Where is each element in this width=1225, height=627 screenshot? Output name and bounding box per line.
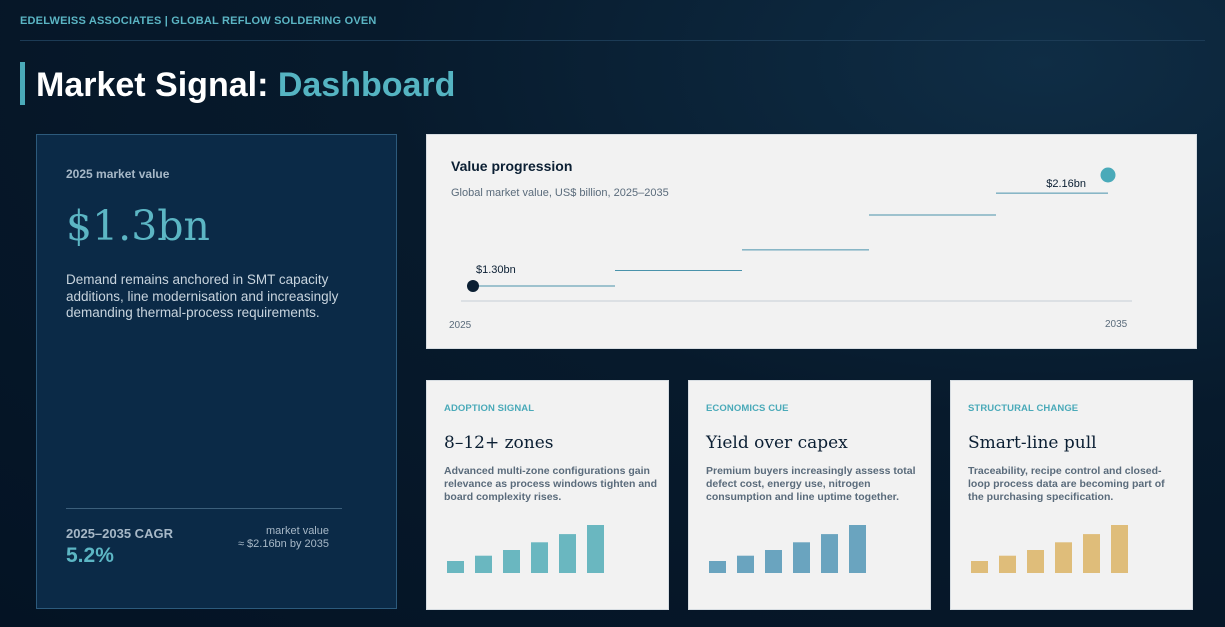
start-point	[467, 280, 479, 292]
cagr-value: 5.2%	[66, 544, 114, 567]
card-headline: Smart-line pull	[968, 433, 1097, 453]
card-text: Premium buyers increasingly assess total…	[706, 465, 916, 503]
card-headline: 8–12+ zones	[444, 433, 554, 453]
market-description: Demand remains anchored in SMT capacity …	[66, 272, 339, 320]
end-point-label: $2.16bn	[1046, 178, 1086, 190]
mini-bar	[821, 534, 838, 573]
card-economics-cue: ECONOMICS CUE Yield over capex Premium b…	[688, 380, 931, 610]
mini-bar	[1083, 534, 1100, 573]
end-point	[1100, 167, 1116, 183]
mini-bar	[709, 561, 726, 573]
progression-svg: Value progression Global market value, U…	[449, 158, 1132, 331]
page-title-main: Market Signal:	[36, 66, 278, 104]
mini-bar-chart	[709, 525, 866, 573]
x-tick-end: 2035	[1105, 319, 1128, 330]
header-divider	[20, 40, 1205, 41]
mini-bar	[503, 550, 520, 573]
card-text: Advanced multi-zone configurations gain …	[444, 465, 657, 503]
card-tag: ECONOMICS CUE	[706, 403, 789, 414]
page-title: Market Signal: Dashboard	[36, 66, 455, 105]
value-progression-chart: Value progression Global market value, U…	[426, 134, 1197, 349]
mini-bar	[765, 550, 782, 573]
card-adoption-signal: ADOPTION SIGNAL 8–12+ zones Advanced mul…	[426, 380, 669, 610]
mini-bar	[1027, 550, 1044, 573]
cagr-label: 2025–2035 CAGR	[66, 526, 173, 541]
brand-line: EDELWEISS ASSOCIATES | GLOBAL REFLOW SOL…	[20, 15, 377, 27]
card-tag: STRUCTURAL CHANGE	[968, 403, 1079, 414]
mini-bar-chart	[971, 525, 1128, 573]
chart-title: Value progression	[451, 158, 572, 174]
chart-subtitle: Global market value, US$ billion, 2025–2…	[451, 187, 669, 199]
market-value-panel: 2025 market value $1.3bn Demand remains …	[36, 134, 397, 609]
mini-bar	[447, 561, 464, 573]
market-value-label: 2025 market value	[66, 167, 170, 181]
title-accent-bar	[20, 62, 25, 105]
mini-bar	[587, 525, 604, 573]
mini-bar	[971, 561, 988, 573]
page-title-accent: Dashboard	[277, 66, 456, 104]
forecast-value: ≈ $2.16bn by 2035	[237, 538, 329, 550]
mini-bar	[531, 542, 548, 573]
forecast-label: market value	[266, 525, 329, 537]
card-tag: ADOPTION SIGNAL	[444, 403, 535, 414]
x-tick-start: 2025	[449, 320, 472, 331]
start-point-label: $1.30bn	[476, 264, 516, 276]
mini-bar	[793, 542, 810, 573]
market-value: $1.3bn	[66, 202, 210, 250]
card-headline: Yield over capex	[706, 433, 848, 453]
mini-bar	[999, 555, 1016, 573]
card-structural-change: STRUCTURAL CHANGE Smart-line pull Tracea…	[950, 380, 1193, 610]
mini-bar	[1111, 525, 1128, 573]
mini-bar	[475, 555, 492, 573]
mini-bar-chart	[447, 525, 604, 573]
mini-bar	[737, 555, 754, 573]
mini-bar	[1055, 542, 1072, 573]
mini-bar	[849, 525, 866, 573]
card-text: Traceability, recipe control and closed-…	[968, 465, 1165, 503]
panel-divider	[66, 508, 342, 509]
mini-bar	[559, 534, 576, 573]
